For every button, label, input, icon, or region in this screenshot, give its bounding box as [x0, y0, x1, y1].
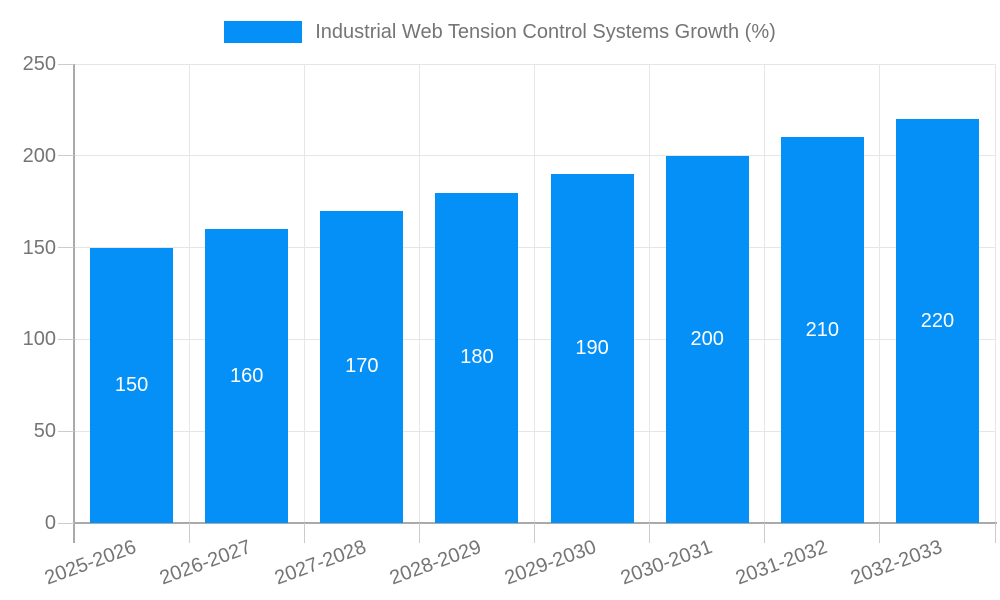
x-axis-tick: [534, 523, 535, 543]
x-axis-tick: [764, 523, 766, 543]
bar[interactable]: 170: [320, 210, 404, 523]
bar-value-label: 170: [345, 355, 379, 378]
bar-value-label: 190: [575, 337, 609, 360]
bar-value-label: 180: [460, 346, 494, 369]
x-tick-label: 2027-2028: [271, 536, 370, 590]
x-tick-label: 2031-2032: [732, 536, 830, 590]
bar[interactable]: 200: [665, 155, 749, 523]
y-axis-line: [73, 64, 75, 543]
x-axis-tick: [994, 523, 996, 543]
bar-value-label: 150: [114, 373, 149, 396]
bar-value-label: 160: [230, 364, 264, 387]
y-axis-tick: [58, 338, 74, 340]
x-axis-tick: [303, 523, 305, 543]
bar-value-label: 200: [690, 327, 724, 350]
y-tick-label: 250: [22, 53, 56, 75]
y-tick-label: 200: [22, 144, 56, 167]
x-tick-label: 2025-2026: [41, 536, 140, 590]
x-axis-tick: [188, 523, 190, 543]
y-tick-label: 50: [33, 420, 56, 443]
x-tick-label: 2029-2030: [502, 536, 600, 590]
bar[interactable]: 150: [90, 247, 174, 523]
bar[interactable]: 190: [550, 174, 634, 523]
v-gridline: [534, 64, 535, 523]
x-axis-tick: [879, 523, 881, 543]
bar[interactable]: 220: [895, 119, 979, 523]
bar[interactable]: 210: [780, 137, 864, 523]
legend-label: Industrial Web Tension Control Systems G…: [315, 21, 776, 43]
y-axis-tick: [58, 63, 74, 65]
x-axis-tick: [418, 523, 420, 543]
v-gridline: [649, 64, 651, 523]
v-gridline: [188, 64, 190, 523]
y-tick-label: 0: [44, 512, 56, 534]
bar[interactable]: 160: [205, 229, 289, 523]
bar-value-label: 220: [920, 309, 955, 332]
v-gridline: [418, 64, 420, 523]
x-tick-label: 2030-2031: [617, 536, 715, 590]
x-axis-line: [73, 522, 997, 524]
plot-area: 150 160 170 180 190 200 210 220: [73, 63, 997, 543]
x-tick-label: 2026-2027: [156, 536, 255, 590]
legend[interactable]: Industrial Web Tension Control Systems G…: [0, 20, 1000, 44]
v-gridline: [303, 64, 305, 523]
v-gridline: [764, 64, 766, 523]
x-axis-tick: [649, 523, 651, 543]
y-axis-tick: [58, 155, 74, 157]
y-axis-tick: [58, 430, 74, 432]
y-tick-label: 150: [22, 236, 56, 259]
bar-value-label: 210: [805, 318, 839, 341]
y-axis-tick: [58, 247, 74, 249]
x-tick-label: 2028-2029: [387, 536, 485, 590]
y-axis-tick: [58, 522, 74, 524]
v-gridline: [879, 64, 881, 523]
legend-swatch-icon: [224, 21, 303, 43]
y-tick-label: 100: [22, 328, 56, 351]
x-tick-label: 2032-2033: [847, 536, 945, 590]
v-gridline: [994, 64, 996, 523]
bar[interactable]: 180: [435, 192, 519, 523]
